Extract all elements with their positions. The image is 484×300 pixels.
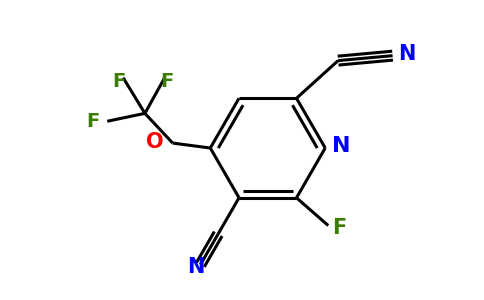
Text: O: O	[146, 132, 164, 152]
Text: F: F	[112, 72, 126, 91]
Text: N: N	[187, 256, 204, 277]
Text: N: N	[332, 136, 350, 156]
Text: N: N	[398, 44, 416, 64]
Text: F: F	[86, 112, 99, 131]
Text: F: F	[332, 218, 347, 239]
Text: F: F	[160, 72, 173, 91]
